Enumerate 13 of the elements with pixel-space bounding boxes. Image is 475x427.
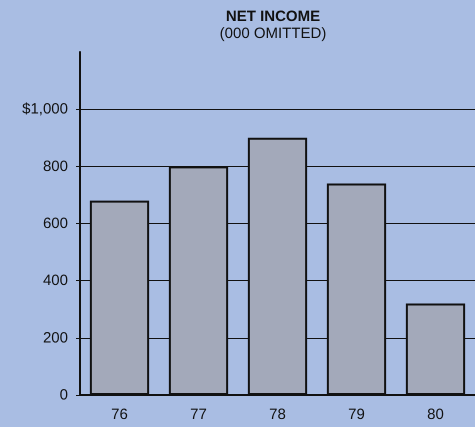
chart-subtitle: (000 OMITTED) — [220, 25, 326, 42]
y-tick-label: $1,000 — [22, 100, 68, 118]
chart-title: NET INCOME — [226, 8, 320, 25]
y-tick-label: 600 — [42, 215, 68, 232]
y-tick-label: 800 — [42, 158, 68, 175]
y-tick-label: 200 — [42, 329, 68, 346]
x-tick-label: 80 — [427, 406, 444, 423]
y-tick-label: 400 — [42, 272, 68, 290]
x-tick-label: 77 — [190, 406, 207, 423]
y-tick-label: 0 — [60, 386, 68, 404]
x-tick-label: 79 — [348, 406, 365, 423]
x-tick-label: 78 — [269, 406, 286, 423]
x-tick-label: 76 — [111, 406, 128, 423]
